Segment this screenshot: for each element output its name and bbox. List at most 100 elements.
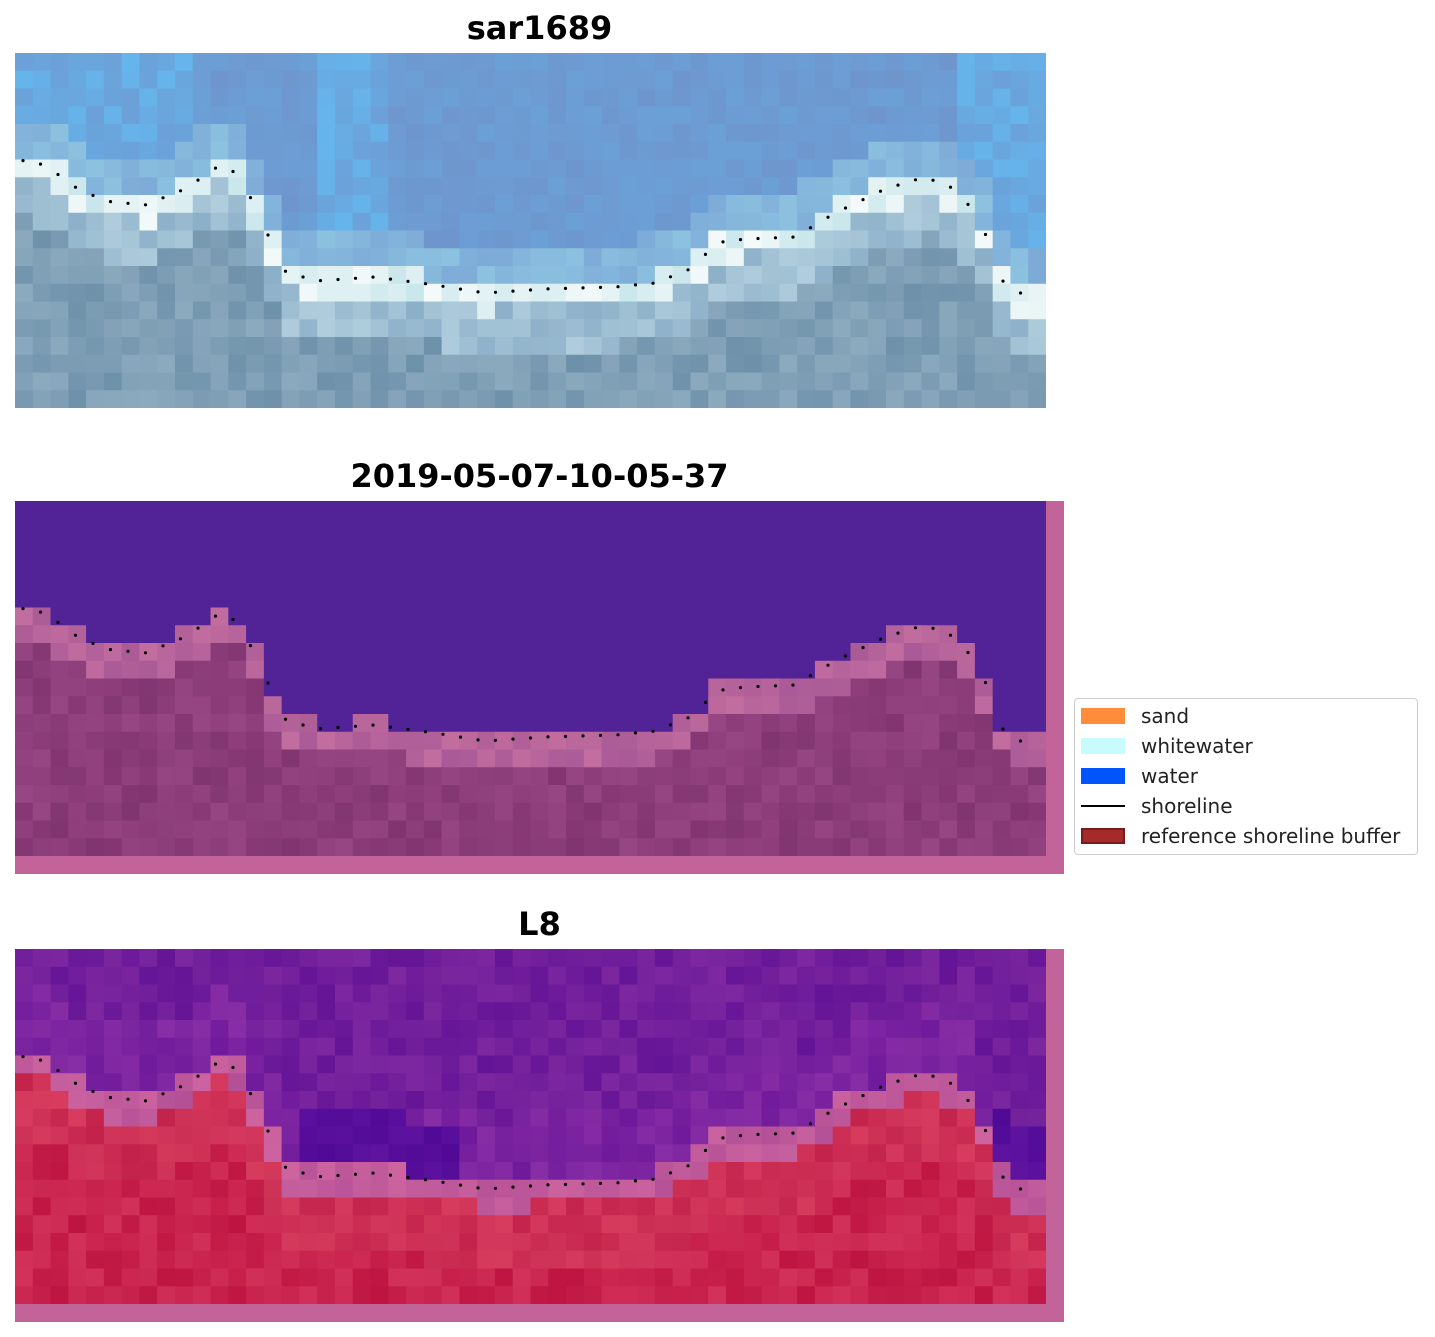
image-pixel: [903, 1002, 923, 1021]
image-pixel: [512, 372, 532, 391]
image-pixel: [103, 820, 123, 839]
image-pixel: [601, 212, 620, 232]
image-pixel: [583, 177, 603, 196]
image-pixel: [548, 518, 567, 538]
image-pixel: [299, 53, 318, 72]
image-pixel: [903, 159, 923, 178]
image-pixel: [583, 820, 603, 839]
image-pixel: [814, 1108, 834, 1128]
shoreline-points: [21, 607, 1023, 743]
image-pixel: [68, 731, 87, 751]
image-pixel: [370, 1126, 389, 1145]
image-pixel: [832, 53, 852, 72]
image-pixel: [850, 124, 869, 143]
image-pixel: [939, 195, 958, 214]
image-pixel: [494, 1073, 514, 1092]
image-pixel: [388, 195, 407, 214]
image-pixel: [726, 949, 745, 968]
image-pixel: [903, 319, 923, 338]
image-pixel: [921, 159, 940, 178]
image-pixel: [334, 195, 354, 214]
image-pixel: [726, 70, 745, 90]
image-pixel: [210, 337, 229, 356]
image-pixel: [157, 354, 176, 374]
image-pixel: [654, 88, 674, 107]
image-pixel: [423, 159, 443, 178]
shoreline-point: [738, 238, 743, 242]
shoreline-point: [196, 178, 200, 182]
image-pixel: [974, 767, 994, 786]
image-pixel: [210, 607, 229, 626]
image-pixel: [530, 70, 549, 90]
image-pixel: [743, 838, 763, 857]
image-pixel: [86, 607, 105, 626]
image-pixel: [246, 1002, 265, 1021]
image-pixel: [779, 1215, 798, 1234]
shoreline-point: [843, 1102, 848, 1106]
shoreline-point: [161, 196, 165, 200]
image-pixel: [832, 159, 852, 178]
image-pixel: [228, 785, 247, 804]
image-pixel: [903, 731, 923, 751]
image-pixel: [246, 625, 265, 644]
image-pixel: [441, 1037, 460, 1057]
image-pixel: [939, 1162, 958, 1181]
image-pixel: [50, 124, 69, 143]
image-pixel: [299, 696, 318, 715]
image-pixel: [548, 966, 567, 986]
image-pixel: [761, 1037, 780, 1057]
image-pixel: [228, 589, 247, 609]
image-pixel: [86, 518, 105, 538]
image-pixel: [263, 319, 283, 338]
image-pixel: [850, 1179, 869, 1199]
image-pixel: [761, 1020, 780, 1039]
image-pixel: [637, 372, 656, 391]
image-pixel: [761, 1108, 780, 1128]
image-pixel: [637, 53, 656, 72]
image-pixel: [548, 660, 567, 680]
image-pixel: [583, 1126, 603, 1145]
image-pixel: [690, 1126, 709, 1145]
image-pixel: [1010, 88, 1029, 107]
image-pixel: [690, 53, 709, 72]
image-pixel: [903, 589, 923, 609]
image-pixel: [50, 70, 69, 90]
image-pixel: [299, 1268, 318, 1287]
image-pixel: [228, 124, 247, 143]
image-pixel: [103, 53, 123, 72]
shoreline-point: [126, 1097, 130, 1101]
image-pixel: [832, 501, 852, 520]
image-pixel: [1028, 949, 1047, 968]
image-pixel: [939, 785, 958, 804]
image-pixel: [121, 1144, 141, 1163]
image-pixel: [850, 696, 869, 715]
image-pixel: [832, 678, 852, 697]
image-pixel: [850, 802, 869, 822]
image-pixel: [761, 1250, 780, 1270]
image-pixel: [654, 838, 674, 857]
image-pixel: [726, 177, 745, 196]
image-pixel: [459, 248, 478, 267]
image-pixel: [139, 283, 158, 303]
image-pixel: [726, 159, 745, 178]
image-pixel: [601, 820, 620, 839]
image-pixel: [886, 1055, 905, 1074]
image-pixel: [459, 177, 478, 196]
image-pixel: [103, 1091, 123, 1110]
image-pixel: [886, 643, 905, 662]
image-pixel: [192, 749, 212, 768]
image-pixel: [886, 660, 905, 680]
image-pixel: [850, 1250, 869, 1270]
image-pixel: [352, 1197, 372, 1216]
image-pixel: [317, 248, 336, 267]
image-pixel: [672, 106, 692, 125]
image-pixel: [512, 1020, 532, 1039]
image-pixel: [850, 589, 869, 609]
image-pixel: [512, 195, 532, 214]
image-pixel: [814, 266, 834, 285]
image-pixel: [299, 70, 318, 90]
image-pixel: [761, 1179, 780, 1199]
image-pixel: [530, 248, 549, 267]
image-pixel: [708, 159, 727, 178]
image-pixel: [157, 230, 176, 249]
